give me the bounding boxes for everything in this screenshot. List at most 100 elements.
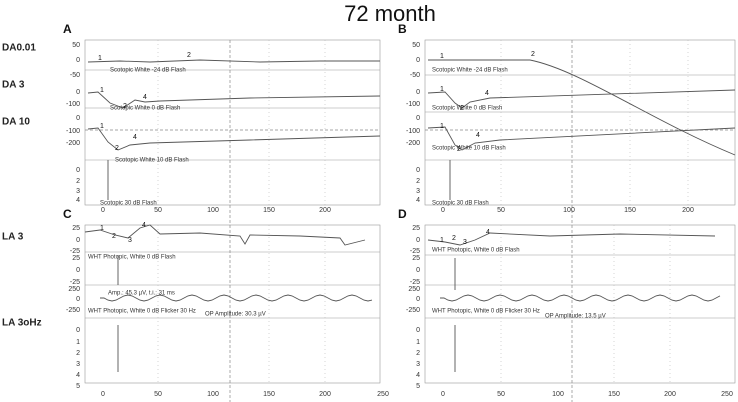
y-tick-label: -25 xyxy=(70,248,80,255)
peak-marker: 2 xyxy=(187,52,191,59)
peak-marker: 2 xyxy=(123,103,127,110)
y-tick-label: 3 xyxy=(76,361,80,368)
peak-marker: 4 xyxy=(142,222,146,229)
y-tick-label: 3 xyxy=(416,361,420,368)
panel-label: C xyxy=(63,207,72,221)
y-tick-label: -50 xyxy=(70,72,80,79)
peak-marker: 4 xyxy=(486,229,490,236)
peak-marker: 3 xyxy=(463,239,467,246)
y-tick-label: -250 xyxy=(66,307,80,314)
x-tick-label: 0 xyxy=(441,391,445,398)
annotation: Scotopic White -24 dB Flash xyxy=(110,68,186,74)
y-tick-label: -100 xyxy=(406,128,420,135)
x-tick-label: 200 xyxy=(664,391,676,398)
y-tick-label: 25 xyxy=(72,225,80,232)
y-tick-label: 4 xyxy=(416,372,420,379)
y-tick-label: 1 xyxy=(416,339,420,346)
y-tick-label: -250 xyxy=(406,307,420,314)
y-tick-label: 25 xyxy=(412,225,420,232)
y-tick-label: 0 xyxy=(416,267,420,274)
y-tick-label: 0 xyxy=(76,296,80,303)
y-tick-label: 0 xyxy=(416,237,420,244)
x-tick-label: 100 xyxy=(563,207,575,214)
y-tick-label: -50 xyxy=(410,72,420,79)
panel-label: A xyxy=(63,22,72,36)
x-tick-label: 250 xyxy=(721,391,733,398)
y-tick-label: -25 xyxy=(70,279,80,286)
peak-marker: 4 xyxy=(133,134,137,141)
peak-marker: 1 xyxy=(100,225,104,232)
x-tick-label: 150 xyxy=(624,207,636,214)
annotation: OP Amplitude: 13.5 µV xyxy=(545,314,606,320)
annotation: Scotopic White 10 dB Flash xyxy=(432,146,506,152)
row-label: DA0.01 xyxy=(2,43,36,54)
peak-marker: 2 xyxy=(460,105,464,112)
x-tick-label: 200 xyxy=(682,207,694,214)
peak-marker: 2 xyxy=(115,145,119,152)
y-tick-label: 0 xyxy=(76,115,80,122)
annotation: Scotopic 30 dB Flash xyxy=(100,201,157,207)
y-tick-label: 4 xyxy=(76,197,80,204)
x-tick-label: 50 xyxy=(497,207,505,214)
y-tick-label: 0 xyxy=(76,267,80,274)
x-tick-label: 50 xyxy=(154,391,162,398)
y-tick-label: 2 xyxy=(416,350,420,357)
annotation: WHT Photopic, White 0 dB Flash xyxy=(88,255,176,261)
traces xyxy=(84,59,736,302)
peak-marker: 1 xyxy=(440,53,444,60)
y-tick-label: 250 xyxy=(408,286,420,293)
y-tick-label: -25 xyxy=(410,279,420,286)
annotation: Scotopic White 0 dB Flash xyxy=(432,106,502,112)
peak-marker: 1 xyxy=(98,55,102,62)
y-tick-label: 5 xyxy=(416,383,420,390)
peak-marker: 1 xyxy=(440,237,444,244)
peak-marker: 2 xyxy=(531,51,535,58)
y-tick-label: 4 xyxy=(76,372,80,379)
peak-marker: 1 xyxy=(440,123,444,130)
peak-marker: 2 xyxy=(457,146,461,153)
peak-marker: 4 xyxy=(143,94,147,101)
y-tick-label: 250 xyxy=(68,286,80,293)
x-tick-label: 100 xyxy=(207,207,219,214)
y-tick-label: 1 xyxy=(76,339,80,346)
x-tick-label: 250 xyxy=(377,391,389,398)
annotation: WHT Photopic, White 0 dB Flicker 30 Hz xyxy=(432,309,540,315)
row-label: DA 3 xyxy=(2,80,25,91)
title: 72 month xyxy=(344,1,436,26)
annotation: Scotopic 30 dB Flash xyxy=(432,201,489,207)
y-tick-label: 2 xyxy=(76,178,80,185)
y-tick-label: 25 xyxy=(412,255,420,262)
y-tick-label: 0 xyxy=(76,167,80,174)
y-tick-label: 0 xyxy=(416,167,420,174)
panel-label: B xyxy=(398,22,407,36)
annotation: WHT Photopic, White 0 dB Flash xyxy=(432,248,520,254)
y-tick-label: -200 xyxy=(406,140,420,147)
y-tick-label: 25 xyxy=(72,255,80,262)
peak-marker: 2 xyxy=(112,233,116,240)
y-tick-label: 0 xyxy=(76,327,80,334)
x-tick-label: 150 xyxy=(263,391,275,398)
y-tick-label: -100 xyxy=(66,101,80,108)
x-tick-label: 200 xyxy=(319,207,331,214)
y-tick-label: -25 xyxy=(410,248,420,255)
x-tick-label: 0 xyxy=(441,207,445,214)
peak-marker: 1 xyxy=(440,86,444,93)
row-label: LA 3oHz xyxy=(2,318,42,329)
annotation: WHT Photopic, White 0 dB Flicker 30 Hz xyxy=(88,309,196,315)
y-tick-label: 3 xyxy=(76,188,80,195)
annotation: Scotopic White 10 dB Flash xyxy=(115,158,189,164)
peak-marker: 2 xyxy=(452,235,456,242)
annotation: Scotopic White -24 dB Flash xyxy=(432,68,508,74)
frames xyxy=(84,39,736,402)
y-tick-label: -100 xyxy=(406,101,420,108)
y-tick-label: 50 xyxy=(72,42,80,49)
y-tick-label: 5 xyxy=(76,383,80,390)
peak-marker: 3 xyxy=(128,237,132,244)
x-tick-label: 200 xyxy=(319,391,331,398)
annotation: Amp.: 45.3 µV, t.i.: 31 ms xyxy=(108,291,175,297)
x-tick-label: 100 xyxy=(207,391,219,398)
annotation: Scotopic White 0 dB Flash xyxy=(110,106,180,112)
row-label: LA 3 xyxy=(2,232,24,243)
y-tick-label: 0 xyxy=(76,89,80,96)
